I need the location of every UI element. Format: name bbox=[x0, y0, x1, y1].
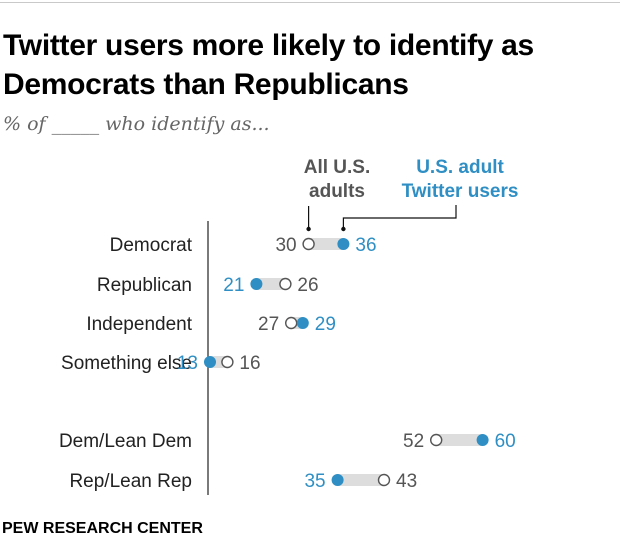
legend-label: Twitter users bbox=[402, 181, 519, 202]
connector-bar bbox=[308, 238, 344, 250]
category-label: Something else bbox=[61, 353, 192, 374]
chart-subtitle: % of _____ who identify as... bbox=[3, 113, 270, 135]
source-label: PEW RESEARCH CENTER bbox=[2, 520, 203, 537]
value-label-us-adults: 16 bbox=[239, 353, 260, 374]
chart-title: Twitter users more likely to identify as… bbox=[3, 29, 534, 101]
top-rule bbox=[0, 2, 620, 3]
value-label-twitter-users: 13 bbox=[177, 353, 198, 374]
legend-leader-dot bbox=[341, 226, 346, 232]
value-label-us-adults: 26 bbox=[297, 275, 318, 296]
dot-twitter-users bbox=[250, 278, 263, 290]
dot-twitter-users bbox=[204, 356, 216, 368]
category-label: Democrat bbox=[110, 235, 193, 256]
dot-us-adults bbox=[279, 277, 292, 291]
connector-bar bbox=[436, 434, 483, 446]
dot-us-adults bbox=[285, 316, 298, 330]
connector-bar bbox=[337, 474, 384, 486]
dot-twitter-users bbox=[337, 238, 350, 250]
dot-us-adults bbox=[221, 355, 234, 369]
legend-label: adults bbox=[309, 181, 365, 202]
category-label: Republican bbox=[97, 275, 192, 296]
dot-us-adults bbox=[430, 433, 443, 447]
legend-leader-twitter-users bbox=[342, 205, 457, 229]
value-label-twitter-users: 36 bbox=[355, 235, 376, 256]
value-label-us-adults: 43 bbox=[396, 471, 417, 492]
category-label: Dem/Lean Dem bbox=[59, 431, 192, 452]
dot-us-adults bbox=[377, 473, 391, 487]
connector-bar bbox=[256, 278, 286, 290]
value-label-twitter-users: 60 bbox=[495, 431, 516, 452]
value-label-twitter-users: 35 bbox=[304, 471, 325, 492]
legend-label: U.S. adult bbox=[416, 157, 504, 178]
dot-twitter-users bbox=[331, 474, 344, 486]
value-label-us-adults: 30 bbox=[275, 235, 296, 256]
value-label-twitter-users: 29 bbox=[315, 314, 336, 335]
category-label: Independent bbox=[86, 314, 192, 335]
category-label: Rep/Lean Rep bbox=[69, 471, 192, 492]
legend-leader-dot bbox=[306, 226, 311, 232]
value-label-twitter-users: 21 bbox=[223, 275, 244, 296]
dot-twitter-users bbox=[296, 317, 309, 329]
value-label-us-adults: 52 bbox=[403, 431, 424, 452]
dot-twitter-users bbox=[476, 434, 489, 446]
dot-us-adults bbox=[302, 237, 315, 251]
legend-label: All U.S. bbox=[304, 157, 371, 178]
value-label-us-adults: 27 bbox=[258, 314, 279, 335]
